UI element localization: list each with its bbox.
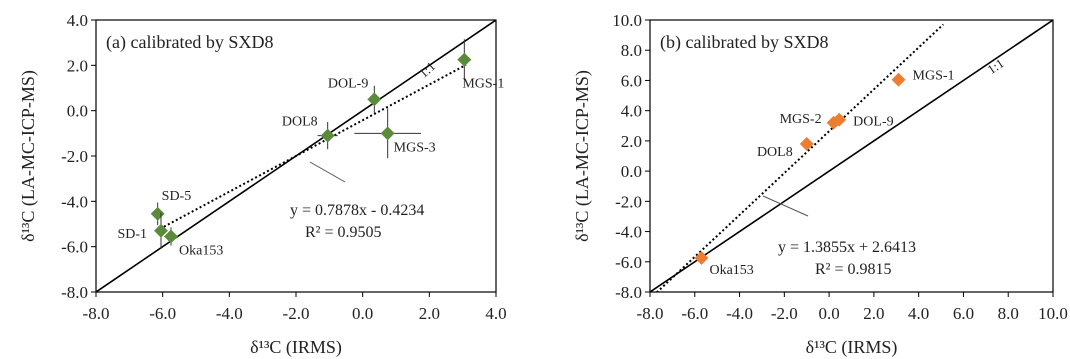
x-tick-label: -6.0 [149,304,176,323]
y-axis-title: δ¹³C (LA-MC-ICP-MS) [18,70,39,242]
x-tick-label: 2.0 [863,304,884,323]
data-point-label: DOL8 [757,145,793,160]
x-tick-label: 10.0 [1038,304,1068,323]
y-tick-label: 0.0 [67,102,88,121]
y-tick-label: -4.0 [615,223,642,242]
y-tick-label: -6.0 [61,238,88,257]
data-point-marker [367,92,382,107]
y-tick-label: 4.0 [621,102,642,121]
x-tick-label: -4.0 [726,304,753,323]
y-tick-label: 6.0 [621,71,642,90]
x-axis-title: δ¹³C (IRMS) [250,337,342,358]
regression-equation: y = 1.3855x + 2.6413 [778,239,916,256]
data-point-label: Oka153 [179,243,223,258]
x-tick-label: 4.0 [908,304,929,323]
one-to-one-line [650,20,1053,292]
y-tick-label: -2.0 [615,192,642,211]
data-point-marker [320,128,335,143]
data-point-marker [457,52,472,67]
data-point-label: DOL-9 [328,76,368,91]
data-point-label: DOL-9 [853,115,893,130]
x-tick-label: -8.0 [83,304,110,323]
y-axis-title: δ¹³C (LA-MC-ICP-MS) [572,70,593,242]
x-tick-label: 4.0 [485,304,506,323]
data-point-label: MGS-1 [462,77,504,92]
data-point-marker [154,223,168,238]
data-point-marker [799,136,814,151]
data-point-label: MGS-1 [913,69,955,84]
data-point-marker [891,72,906,87]
y-tick-label: 2.0 [67,56,88,75]
x-tick-label: 2.0 [419,304,440,323]
x-tick-label: 0.0 [352,304,373,323]
y-tick-label: 4.0 [67,11,88,30]
y-tick-label: 10.0 [612,11,642,30]
x-tick-label: 8.0 [998,304,1019,323]
chart-panel-a: -8.0 -6.0 -4.0 -2.0 0.0 2.0 4.0 -8.0 -6.0 -4.0 -2.… [18,11,507,358]
x-tick-label: -6.0 [681,304,708,323]
chart-panel-b: -8.0 -6.0 -4.0 -2.0 0.0 2.0 4.0 6.0 8.0 10.0-8.0-… [572,11,1068,358]
data-point-marker [380,126,395,141]
x-tick-label: 6.0 [953,304,974,323]
data-point-label: DOL8 [282,115,318,130]
y-tick-label: -2.0 [61,147,88,166]
one-to-one-label: 1:1 [984,55,1006,77]
data-point-marker [150,206,165,221]
regression-line [155,64,467,232]
y-tick-label: -8.0 [61,283,88,302]
x-tick-label: -2.0 [771,304,798,323]
x-axis-title: δ¹³C (IRMS) [806,337,898,358]
regression-r2: R² = 0.9505 [305,224,382,241]
data-point-label: SD-5 [162,189,192,204]
panel-label: (b) calibrated by SXD8 [660,32,828,53]
y-tick-label: -4.0 [61,192,88,211]
data-point-label: MGS-2 [780,112,822,127]
x-tick-label: -8.0 [637,304,664,323]
data-point-marker [694,251,709,265]
panel-label: (a) calibrated by SXD8 [106,32,273,53]
data-point-marker [164,229,178,244]
data-point-label: Oka153 [709,263,753,278]
x-tick-label: 0.0 [818,304,839,323]
y-tick-label: 0.0 [621,162,642,181]
data-point-label: SD-1 [117,227,147,242]
data-point-marker [832,112,847,127]
x-tick-label: -2.0 [283,304,310,323]
regression-equation: y = 0.7878x - 0.4234 [290,202,424,219]
regression-r2: R² = 0.9815 [815,261,892,278]
data-point-label: MGS-3 [394,140,436,155]
y-tick-label: -6.0 [615,253,642,272]
equation-leader-line [762,195,809,217]
equation-leader-line [309,161,346,183]
plot-frame [649,19,1054,293]
x-tick-label: -4.0 [216,304,243,323]
y-tick-label: 8.0 [621,41,642,60]
y-tick-label: -8.0 [615,283,642,302]
y-tick-label: 2.0 [621,132,642,151]
